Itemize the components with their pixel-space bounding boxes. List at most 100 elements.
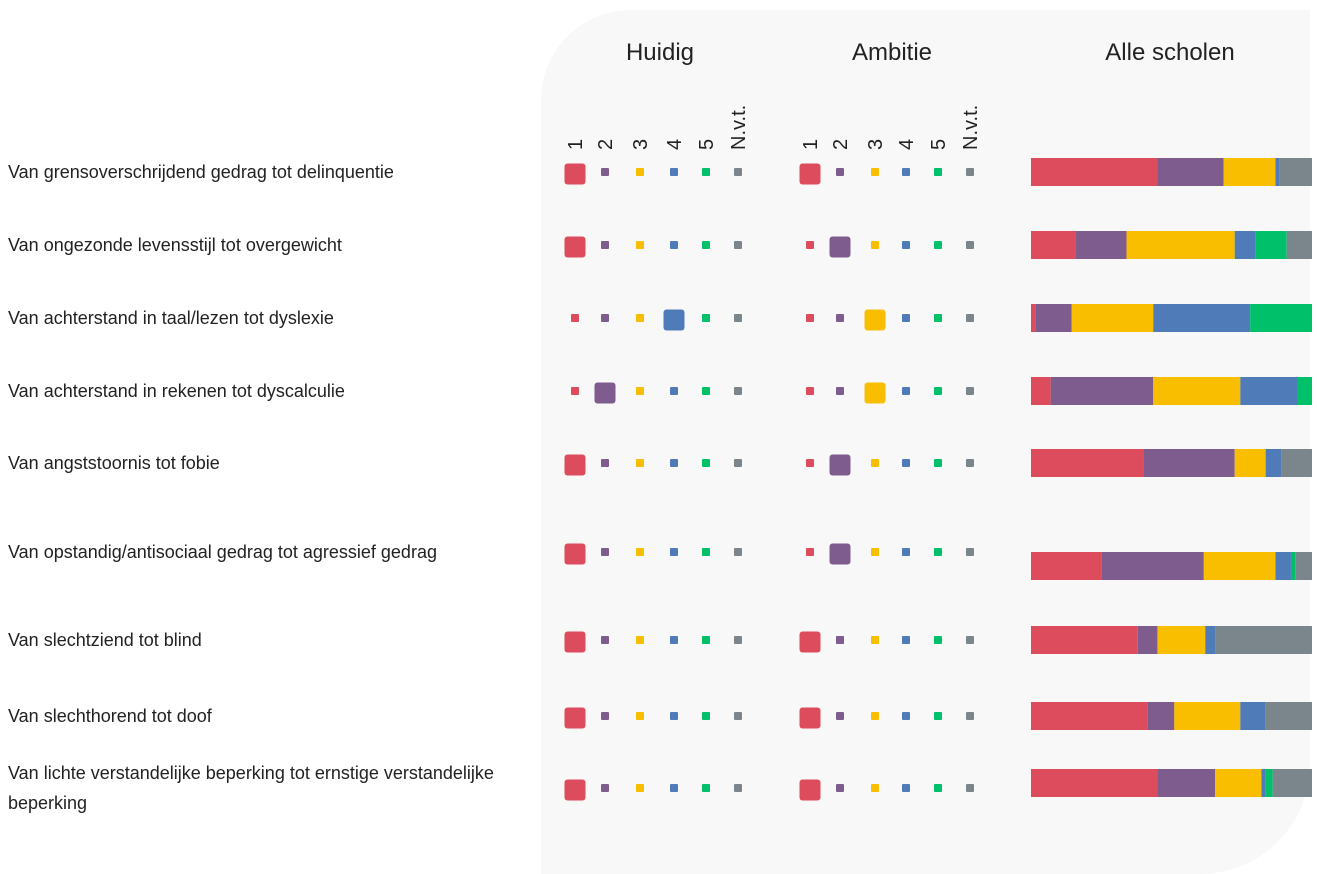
option [836, 636, 844, 644]
bar-segment [1223, 158, 1276, 186]
option [966, 636, 974, 644]
option [871, 459, 879, 467]
option-label: 4 [664, 139, 686, 150]
bar-segment [1050, 377, 1154, 405]
option [902, 784, 910, 792]
option [702, 241, 710, 249]
selected-option [829, 543, 851, 565]
bar-segment [1031, 304, 1036, 332]
bar-segment [1275, 552, 1291, 580]
bar-segment [1295, 552, 1312, 580]
option-label: 1 [565, 139, 587, 150]
column-header: Huidig [626, 39, 694, 66]
selected-option [564, 707, 586, 729]
option [734, 636, 742, 644]
option [934, 168, 942, 176]
bar-segment [1297, 377, 1312, 405]
option [871, 636, 879, 644]
bar-segment [1101, 552, 1204, 580]
option-label: 5 [928, 139, 950, 150]
option [806, 387, 814, 395]
option [670, 241, 678, 249]
option [836, 168, 844, 176]
option [601, 241, 609, 249]
option [734, 387, 742, 395]
option [636, 314, 644, 322]
row-label: Van achterstand in taal/lezen tot dyslex… [8, 308, 334, 328]
option [806, 459, 814, 467]
option [670, 387, 678, 395]
option [966, 712, 974, 720]
option-label: 5 [696, 139, 718, 150]
bar-segment [1205, 626, 1216, 654]
row-label: Van ongezonde levensstijl tot overgewich… [8, 235, 342, 255]
option [871, 784, 879, 792]
option [934, 459, 942, 467]
option [836, 712, 844, 720]
option [702, 459, 710, 467]
bar-segment [1031, 158, 1158, 186]
option [636, 784, 644, 792]
bar-segment [1031, 449, 1144, 477]
option [601, 168, 609, 176]
bar-segment [1265, 702, 1312, 730]
row-label: Van slechthorend tot doof [8, 706, 212, 726]
bar-segment [1075, 231, 1127, 259]
bar-segment [1031, 377, 1051, 405]
selected-option [564, 236, 586, 258]
option [902, 168, 910, 176]
row-label: Van slechtziend tot blind [8, 630, 202, 650]
row-label: Van angststoornis tot fobie [8, 453, 220, 473]
bar-segment [1031, 702, 1148, 730]
bar-segment [1272, 769, 1312, 797]
option [702, 387, 710, 395]
bar-segment [1265, 769, 1273, 797]
selected-option [799, 631, 821, 653]
selected-option [799, 163, 821, 185]
option [966, 314, 974, 322]
option [966, 168, 974, 176]
bar-segment [1240, 377, 1298, 405]
option [902, 712, 910, 720]
option [934, 636, 942, 644]
option [934, 712, 942, 720]
option-label: N.v.t. [960, 105, 982, 150]
option [636, 168, 644, 176]
option [871, 548, 879, 556]
bar-segment [1153, 304, 1251, 332]
option-label: N.v.t. [728, 105, 750, 150]
option [601, 712, 609, 720]
bar-segment [1203, 552, 1276, 580]
option [934, 548, 942, 556]
option [571, 314, 579, 322]
selected-option [564, 631, 586, 653]
option [702, 168, 710, 176]
option [601, 314, 609, 322]
selected-option [564, 543, 586, 565]
option [871, 712, 879, 720]
option [902, 636, 910, 644]
bar-segment [1174, 702, 1241, 730]
bar-segment [1031, 626, 1138, 654]
option-label: 2 [830, 139, 852, 150]
bar-segment [1234, 231, 1256, 259]
option [966, 459, 974, 467]
option [636, 387, 644, 395]
bar-segment [1290, 552, 1296, 580]
selected-option [864, 382, 886, 404]
bar-segment [1157, 626, 1206, 654]
option [601, 784, 609, 792]
selected-option [594, 382, 616, 404]
option [871, 241, 879, 249]
bar-segment [1157, 769, 1216, 797]
option [670, 168, 678, 176]
option [734, 712, 742, 720]
option [902, 314, 910, 322]
option [601, 548, 609, 556]
option-label: 3 [630, 139, 652, 150]
column-header: Ambitie [852, 39, 932, 66]
option [934, 314, 942, 322]
selected-option [799, 707, 821, 729]
option [636, 241, 644, 249]
option [902, 387, 910, 395]
